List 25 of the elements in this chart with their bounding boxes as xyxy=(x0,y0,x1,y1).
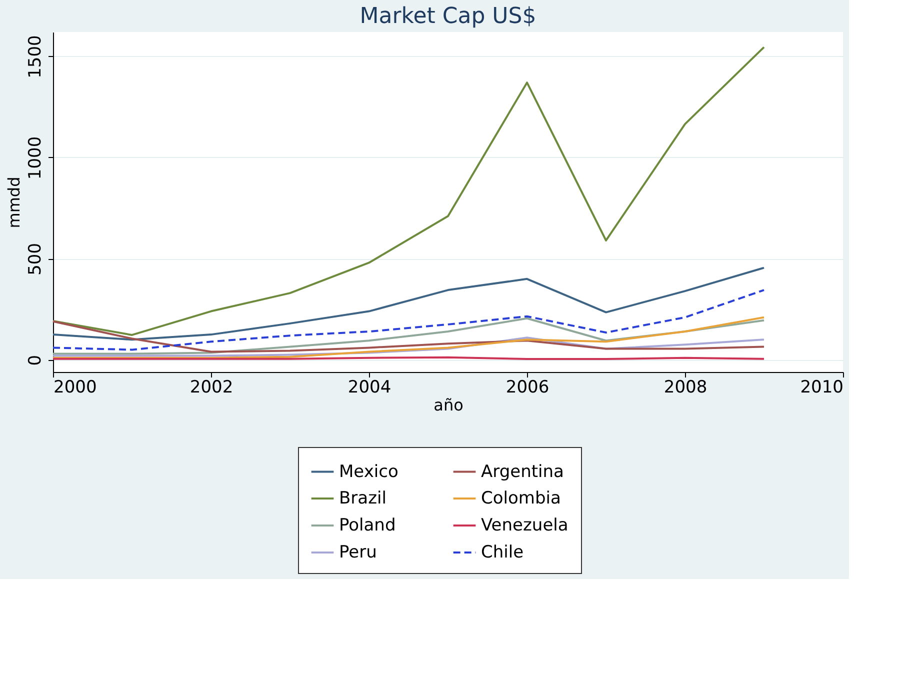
y-tick-label: 1000 xyxy=(26,136,46,180)
x-tick-label: 2006 xyxy=(506,378,550,398)
y-tick-label: 500 xyxy=(26,242,46,276)
legend-label: Poland xyxy=(339,516,396,536)
x-tick-label: 2008 xyxy=(664,378,708,398)
legend-label: Peru xyxy=(339,542,377,562)
legend-label: Argentina xyxy=(481,462,564,482)
x-tick-label: 2004 xyxy=(348,378,392,398)
x-tick-label: 2000 xyxy=(54,378,97,398)
y-axis-title: mmdd xyxy=(4,176,24,228)
legend-label: Brazil xyxy=(339,488,386,508)
line-series xyxy=(52,289,765,351)
line-series xyxy=(52,46,765,336)
x-tick-label: 2002 xyxy=(190,378,234,398)
legend-label: Mexico xyxy=(339,462,398,482)
x-axis-title: año xyxy=(434,396,464,414)
legend-label: Chile xyxy=(481,542,524,562)
legend-label: Colombia xyxy=(481,488,561,508)
x-tick-label: 2010 xyxy=(800,378,844,398)
line-series xyxy=(52,336,765,357)
line-series xyxy=(52,266,765,341)
legend-label: Venezuela xyxy=(481,516,568,536)
chart-title: Market Cap US$ xyxy=(360,4,536,29)
y-tick-label: 0 xyxy=(26,354,46,366)
y-tick-label: 1500 xyxy=(26,35,46,78)
